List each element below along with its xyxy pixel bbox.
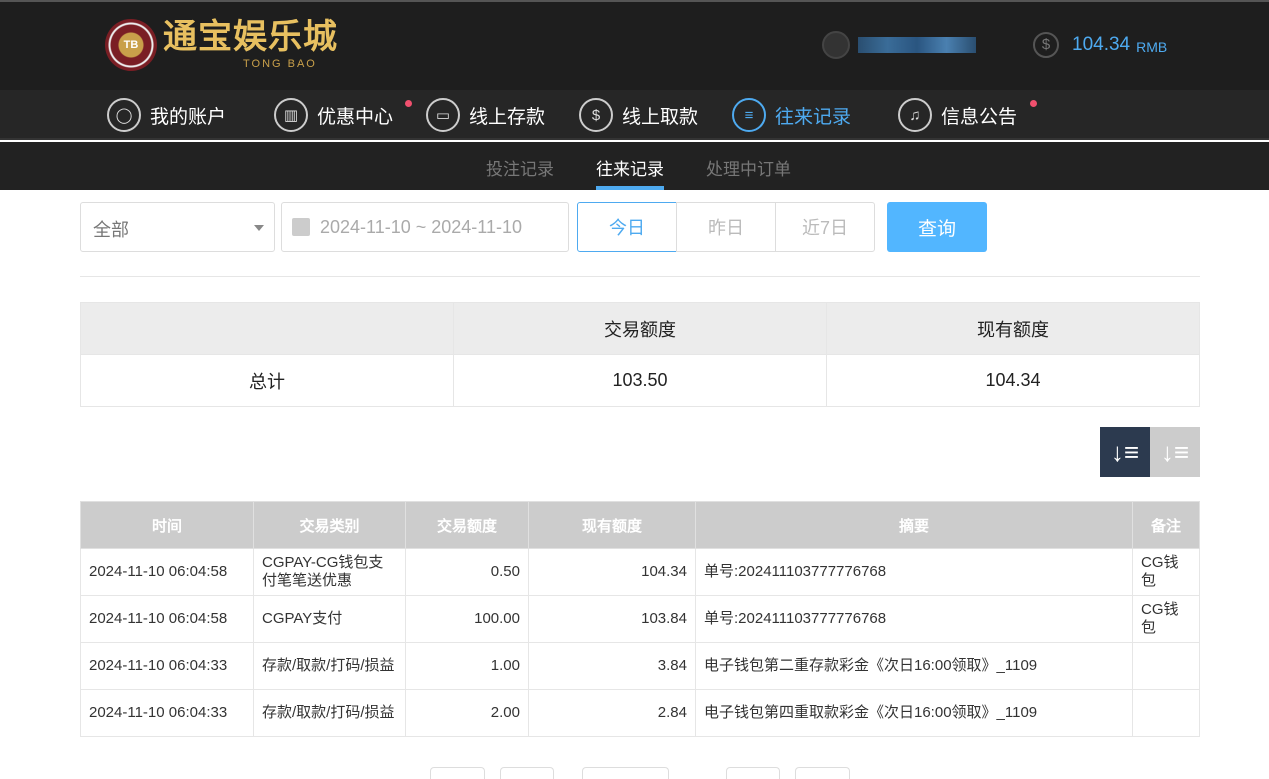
nav-my-account[interactable]: ◯ 我的账户 xyxy=(107,98,226,132)
pagination-button[interactable] xyxy=(500,767,554,779)
type-select-value: 全部 xyxy=(93,220,129,240)
search-button[interactable]: 查询 xyxy=(887,202,987,252)
cell-balance: 3.84 xyxy=(528,642,696,690)
cell-category: 存款/取款/打码/损益 xyxy=(253,642,406,690)
cell-amount: 0.50 xyxy=(405,548,529,596)
cell-balance: 2.84 xyxy=(528,689,696,737)
nav-deposit[interactable]: ▭ 线上存款 xyxy=(426,98,545,132)
cell-amount: 1.00 xyxy=(405,642,529,690)
table-row: 2024-11-10 06:04:58 CGPAY-CG钱包支付笔笔送优惠 0.50… xyxy=(80,548,1200,596)
summary-header: 交易额度 xyxy=(453,302,827,355)
nav-label: 我的账户 xyxy=(150,106,227,128)
bell-icon: ♫ xyxy=(898,98,932,132)
cell-time: 2024-11-10 06:04:33 xyxy=(80,689,254,737)
nav-promotions[interactable]: ▥ 优惠中心 xyxy=(274,98,412,132)
table-row: 2024-11-10 06:04:33 存款/取款/打码/损益 1.00 3.84 电子… xyxy=(80,642,1200,690)
balance-unit: RMB xyxy=(1136,39,1168,55)
col-header: 现有额度 xyxy=(528,501,696,549)
chevron-down-icon xyxy=(254,225,264,236)
date-range-input[interactable]: 2024-11-10 ~ 2024-11-10 xyxy=(281,202,569,252)
cell-category: CGPAY支付 xyxy=(253,595,406,643)
cell-note: CG钱包 xyxy=(1132,595,1200,643)
notification-dot xyxy=(1030,100,1037,107)
logo[interactable]: TB 通宝娱乐城 TONG BAO xyxy=(105,18,338,71)
nav-label: 优惠中心 xyxy=(317,106,394,128)
cell-summary: 电子钱包第二重存款彩金《次日16:00领取》_1109 xyxy=(695,642,1133,690)
logo-sub: TONG BAO xyxy=(243,58,317,70)
nav-announcements[interactable]: ♫ 信息公告 xyxy=(898,98,1037,132)
user-icon: ◯ xyxy=(107,98,141,132)
balance-value: 104.34 xyxy=(1072,34,1131,55)
top-header: TB 通宝娱乐城 TONG BAO $ 104.34 RMB xyxy=(0,0,1269,90)
summary-header: 现有额度 xyxy=(826,302,1200,355)
cell-amount: 2.00 xyxy=(405,689,529,737)
cell-time: 2024-11-10 06:04:33 xyxy=(80,642,254,690)
nav-records[interactable]: ≡ 往来记录 xyxy=(732,98,851,132)
cell-balance: 104.34 xyxy=(528,548,696,596)
cell-note xyxy=(1132,689,1200,737)
cell-amount: 100.00 xyxy=(405,595,529,643)
pagination-button[interactable] xyxy=(726,767,780,779)
tab-bet-records[interactable]: 投注记录 xyxy=(486,160,554,179)
logo-text: 通宝娱乐城 xyxy=(163,17,338,57)
records-icon: ≡ xyxy=(732,98,766,132)
summary-table: 交易额度 现有额度 总计 103.50 104.34 xyxy=(80,302,1200,407)
summary-label: 总计 xyxy=(80,354,454,407)
main-nav: ◯ 我的账户 ▥ 优惠中心 ▭ 线上存款 $ 线上取款 ≡ 往来记录 ♫ 信息公告 xyxy=(0,90,1269,140)
col-header: 交易类别 xyxy=(253,501,406,549)
summary-amount: 103.50 xyxy=(453,354,827,407)
cell-summary: 单号:202411103777776768 xyxy=(695,595,1133,643)
avatar xyxy=(822,31,850,59)
user-info[interactable] xyxy=(822,31,976,59)
deposit-icon: ▭ xyxy=(426,98,460,132)
cell-summary: 单号:202411103777776768 xyxy=(695,548,1133,596)
nav-withdraw[interactable]: $ 线上取款 xyxy=(579,98,698,132)
divider xyxy=(80,276,1200,277)
col-header: 备注 xyxy=(1132,501,1200,549)
pagination-button[interactable] xyxy=(795,767,850,779)
pagination-button[interactable] xyxy=(430,767,485,779)
dollar-icon: $ xyxy=(1033,32,1059,58)
col-header: 摘要 xyxy=(695,501,1133,549)
sub-nav: 投注记录 往来记录 处理中订单 xyxy=(0,142,1269,190)
withdraw-icon: $ xyxy=(579,98,613,132)
cell-time: 2024-11-10 06:04:58 xyxy=(80,595,254,643)
cell-balance: 103.84 xyxy=(528,595,696,643)
date-range-value: 2024-11-10 ~ 2024-11-10 xyxy=(320,216,522,237)
sort-asc-icon[interactable]: ↓≡ xyxy=(1150,427,1200,477)
cell-note: CG钱包 xyxy=(1132,548,1200,596)
cell-category: 存款/取款/打码/损益 xyxy=(253,689,406,737)
tab-pending-orders[interactable]: 处理中订单 xyxy=(706,160,791,179)
username-blurred xyxy=(858,37,976,53)
table-row: 2024-11-10 06:04:33 存款/取款/打码/损益 2.00 2.84 电子… xyxy=(80,689,1200,737)
summary-balance: 104.34 xyxy=(826,354,1200,407)
table-row: 2024-11-10 06:04:58 CGPAY支付 100.00 103.84 单号… xyxy=(80,595,1200,643)
page-input[interactable] xyxy=(582,767,669,779)
yesterday-button[interactable]: 昨日 xyxy=(676,202,776,252)
nav-label: 信息公告 xyxy=(941,106,1018,128)
nav-label: 往来记录 xyxy=(775,106,852,128)
cell-note xyxy=(1132,642,1200,690)
last-7-days-button[interactable]: 近7日 xyxy=(775,202,875,252)
nav-label: 线上取款 xyxy=(622,106,699,128)
tab-transaction-records[interactable]: 往来记录 xyxy=(596,155,664,190)
col-header: 时间 xyxy=(80,501,254,549)
type-select[interactable]: 全部 xyxy=(80,202,275,252)
cell-summary: 电子钱包第四重取款彩金《次日16:00领取》_1109 xyxy=(695,689,1133,737)
nav-label: 线上存款 xyxy=(469,106,546,128)
sort-controls: ↓≡ ↓≡ xyxy=(1100,427,1200,477)
cell-category: CGPAY-CG钱包支付笔笔送优惠 xyxy=(253,548,406,596)
calendar-icon xyxy=(292,218,310,236)
summary-header xyxy=(80,302,454,355)
logo-chip-icon: TB xyxy=(105,18,157,71)
cell-time: 2024-11-10 06:04:58 xyxy=(80,548,254,596)
records-table: 时间 交易类别 交易额度 现有额度 摘要 备注 2024-11-10 06:04… xyxy=(80,501,1200,737)
today-button[interactable]: 今日 xyxy=(577,202,677,252)
balance: $ 104.34 RMB xyxy=(1033,32,1167,58)
gift-icon: ▥ xyxy=(274,98,308,132)
sort-desc-icon[interactable]: ↓≡ xyxy=(1100,427,1150,477)
col-header: 交易额度 xyxy=(405,501,529,549)
notification-dot xyxy=(405,100,412,107)
